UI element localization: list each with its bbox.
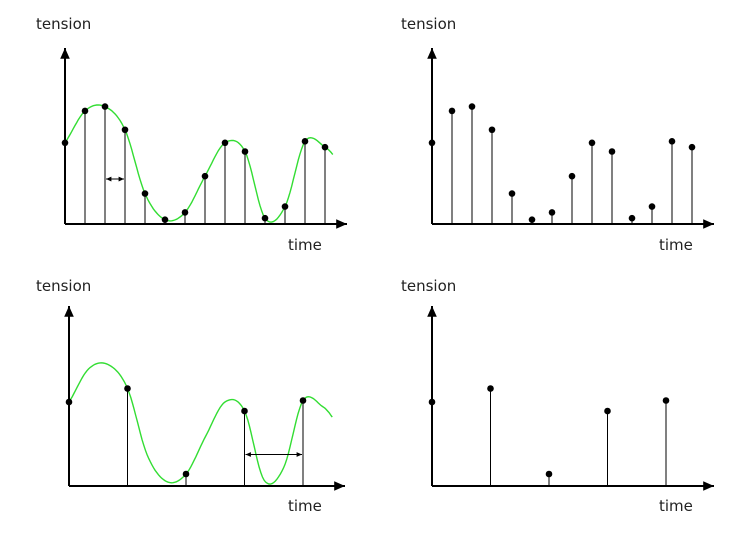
panel-sparse-with-curve: tension time — [36, 277, 345, 515]
sample-point — [161, 216, 169, 223]
sample-point — [688, 143, 696, 151]
sample-point — [545, 470, 553, 478]
y-axis-label: tension — [36, 277, 91, 295]
sample-point — [568, 172, 576, 180]
sample-point — [241, 407, 248, 415]
continuous-signal-curve — [68, 362, 333, 485]
sample-point — [201, 172, 209, 180]
continuous-signal-curve — [64, 104, 334, 223]
sample-point — [281, 203, 289, 210]
panel-dense-samples-only: tension time — [401, 15, 714, 254]
sample-point — [528, 216, 536, 223]
sample-point — [428, 139, 436, 147]
sample-point — [662, 397, 670, 404]
sample-point — [628, 214, 636, 222]
sample-point — [648, 203, 656, 210]
sample-point — [124, 385, 131, 392]
sample-point — [61, 139, 69, 147]
panel-sparse-samples-only: tension time — [401, 277, 714, 515]
sample-point — [182, 470, 190, 478]
sample-point — [588, 139, 596, 147]
y-axis-label: tension — [401, 277, 456, 295]
sample-point — [428, 398, 436, 406]
sample-point — [448, 107, 456, 115]
sample-point — [488, 126, 496, 134]
sample-point — [261, 214, 269, 222]
sample-point — [65, 398, 73, 406]
panel-dense-with-curve: tension time — [36, 15, 347, 254]
sample-point — [608, 148, 616, 155]
y-axis-label: tension — [36, 15, 91, 33]
sample-point — [81, 107, 89, 115]
sample-point — [101, 103, 109, 110]
sample-point — [548, 209, 556, 216]
x-axis-label: time — [659, 497, 693, 515]
sample-point — [668, 138, 676, 145]
sample-point — [468, 103, 476, 110]
x-axis-label: time — [288, 236, 322, 254]
x-axis-label: time — [288, 497, 322, 515]
sample-point — [487, 385, 494, 392]
sample-point — [141, 190, 149, 197]
sample-point — [181, 209, 189, 216]
sample-point — [299, 397, 307, 404]
sample-point — [321, 143, 329, 151]
sample-point — [301, 138, 309, 145]
sample-point — [508, 190, 516, 197]
sample-point — [121, 126, 129, 134]
y-axis-label: tension — [401, 15, 456, 33]
sample-point — [221, 139, 229, 147]
sample-point — [241, 148, 249, 155]
sample-point — [604, 407, 611, 415]
x-axis-label: time — [659, 236, 693, 254]
